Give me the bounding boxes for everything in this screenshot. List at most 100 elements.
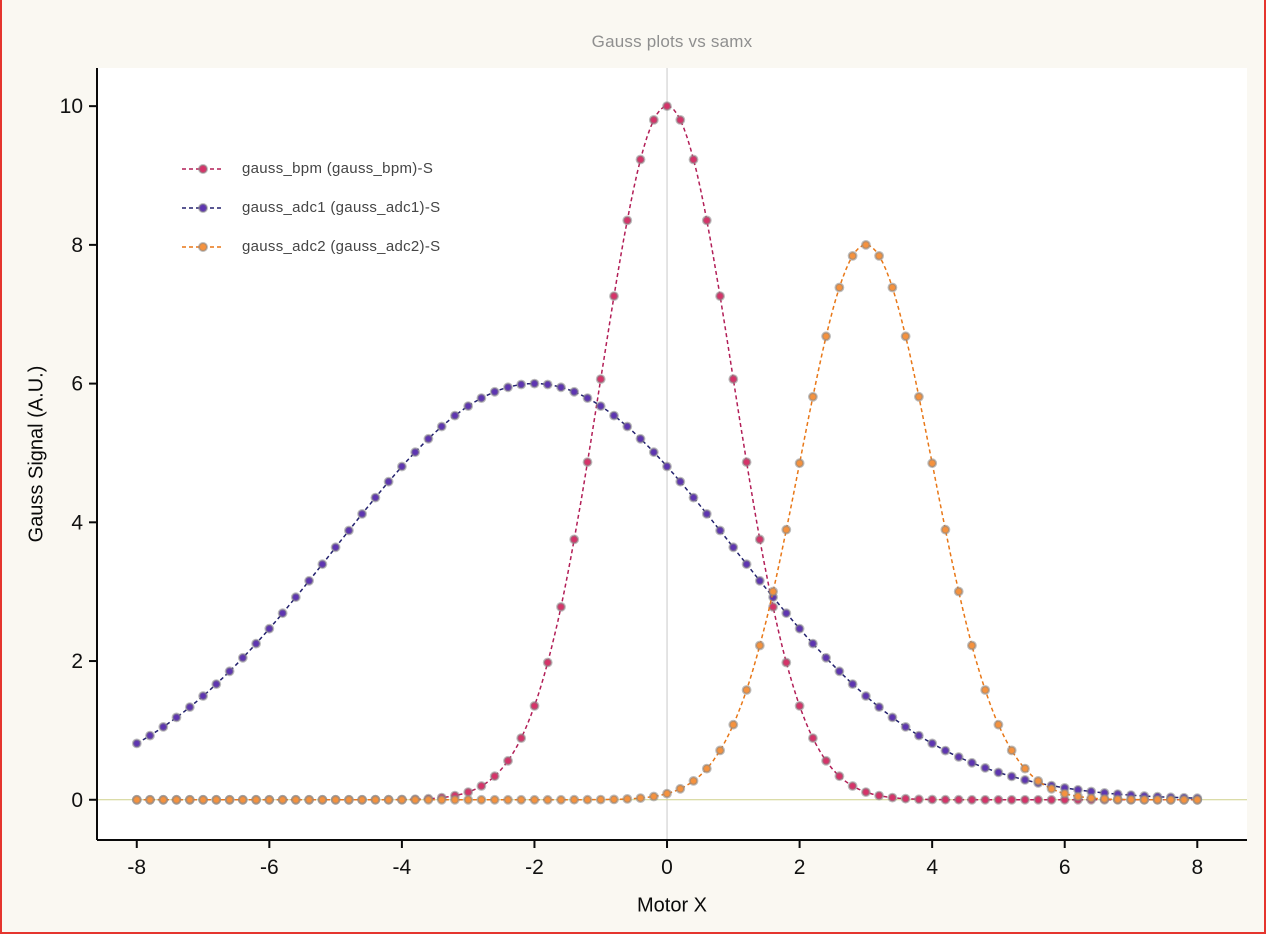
data-point-marker: [635, 793, 646, 803]
data-point-marker: [927, 794, 938, 805]
x-tick-label: -4: [393, 856, 412, 879]
y-tick-label: 10: [60, 95, 83, 118]
legend-item[interactable]: gauss_bpm (gauss_bpm)-S: [180, 160, 440, 177]
data-point-marker: [1192, 794, 1203, 805]
data-point-marker: [701, 763, 712, 774]
x-tick-label: 8: [1191, 856, 1203, 879]
data-point-marker: [754, 534, 765, 545]
y-axis-label: Gauss Signal (A.U.): [25, 365, 48, 543]
data-point-marker: [953, 586, 964, 597]
data-point-marker: [1165, 794, 1176, 805]
data-point-marker: [542, 379, 553, 390]
data-point-marker: [662, 788, 672, 799]
x-tick-label: -2: [525, 856, 544, 879]
data-point-marker: [503, 794, 513, 805]
data-point-marker: [224, 794, 235, 805]
data-point-marker: [1179, 794, 1189, 805]
data-point-marker: [834, 771, 845, 782]
data-point-marker: [582, 393, 593, 404]
legend-label: gauss_adc2 (gauss_adc2)-S: [242, 238, 441, 255]
data-point-marker: [145, 730, 155, 741]
data-point-marker: [980, 763, 991, 773]
data-point-marker: [635, 433, 646, 444]
data-point-marker: [211, 679, 222, 689]
data-point-marker: [794, 623, 805, 634]
data-point-marker: [370, 794, 381, 805]
data-point-marker: [622, 421, 633, 432]
data-point-marker: [410, 794, 421, 805]
legend-label: gauss_bpm (gauss_bpm)-S: [242, 160, 434, 177]
data-point-marker: [1126, 794, 1136, 805]
data-point-marker: [741, 559, 752, 570]
data-point-marker: [1139, 794, 1150, 805]
data-point-marker: [290, 592, 301, 603]
data-point-marker: [741, 457, 752, 468]
data-point-marker: [662, 101, 672, 111]
data-point-marker: [277, 794, 288, 805]
data-point-marker: [1006, 771, 1017, 782]
data-point-marker: [688, 776, 699, 786]
x-tick-label: -8: [127, 856, 146, 879]
data-point-marker: [556, 602, 566, 612]
y-tick-label: 2: [71, 650, 83, 673]
data-point-marker: [436, 794, 447, 805]
data-point-marker: [609, 410, 619, 421]
data-point-marker: [211, 794, 222, 805]
data-point-marker: [529, 701, 540, 711]
x-tick-label: 4: [926, 856, 938, 879]
data-point-marker: [715, 525, 725, 536]
data-point-marker: [834, 282, 845, 293]
data-point-marker: [450, 410, 460, 421]
data-point-marker: [887, 792, 898, 803]
data-point-marker: [927, 458, 938, 469]
x-tick-label: 2: [794, 856, 806, 879]
data-point-marker: [383, 794, 394, 805]
data-point-marker: [1006, 745, 1017, 756]
data-point-marker: [489, 386, 500, 397]
data-point-marker: [635, 154, 646, 165]
data-point-marker: [794, 458, 805, 469]
data-point-marker: [821, 652, 831, 663]
data-point-marker: [290, 794, 301, 805]
data-point-marker: [754, 640, 765, 651]
legend-marker-icon: [182, 202, 224, 213]
data-point-marker: [476, 781, 487, 791]
data-point-marker: [158, 794, 169, 805]
data-point-marker: [224, 666, 235, 677]
data-point-marker: [914, 730, 924, 741]
data-point-marker: [781, 657, 792, 668]
data-point-marker: [304, 575, 315, 586]
legend-item[interactable]: gauss_adc2 (gauss_adc2)-S: [180, 238, 440, 255]
data-point-marker: [184, 702, 195, 712]
data-point-marker: [781, 608, 792, 619]
data-point-marker: [834, 666, 845, 677]
legend-item[interactable]: gauss_adc1 (gauss_adc1)-S: [180, 199, 440, 216]
data-point-marker: [861, 239, 871, 250]
data-point-marker: [821, 755, 831, 766]
legend-marker-icon: [182, 241, 224, 252]
data-point-marker: [808, 638, 818, 649]
data-point-marker: [237, 794, 248, 805]
data-point-marker: [251, 638, 262, 649]
data-point-marker: [277, 608, 288, 619]
data-point-marker: [1006, 794, 1017, 805]
data-point-marker: [728, 719, 739, 730]
x-tick-label: -6: [260, 856, 279, 879]
data-point-marker: [609, 794, 619, 805]
window-border-bottom: [0, 932, 1266, 934]
plot-area[interactable]: [97, 68, 1247, 840]
data-point-marker: [595, 374, 606, 385]
data-point-marker: [1046, 794, 1057, 805]
data-point-marker: [728, 374, 739, 385]
data-point-marker: [648, 447, 659, 458]
x-tick-label: 0: [661, 856, 673, 879]
data-point-marker: [489, 794, 500, 805]
data-point-marker: [198, 794, 209, 805]
data-point-marker: [1059, 788, 1070, 799]
data-point-marker: [768, 602, 778, 612]
data-point-marker: [198, 691, 209, 701]
data-point-marker: [847, 781, 858, 791]
data-point-marker: [967, 757, 977, 768]
